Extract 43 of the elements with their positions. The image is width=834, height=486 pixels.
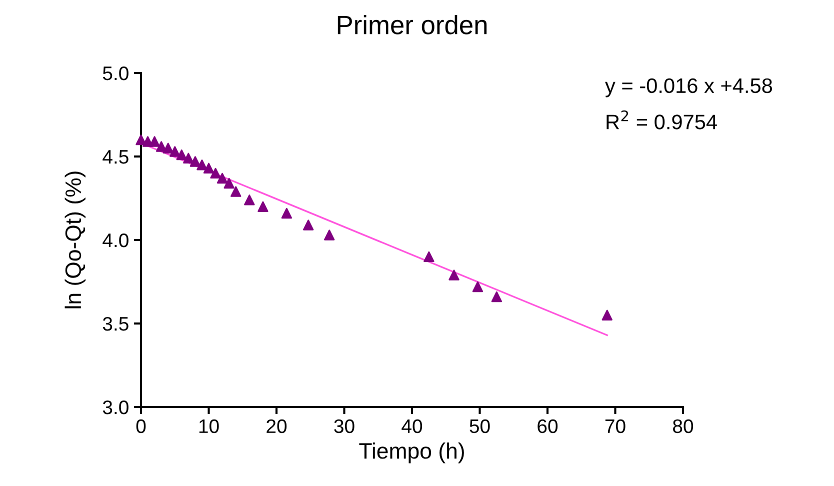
y-tick-label: 5.0	[102, 66, 128, 80]
x-tick-label: 30	[334, 419, 354, 434]
x-tick-label: 40	[402, 419, 422, 434]
point	[170, 146, 180, 157]
point	[448, 270, 460, 280]
point	[302, 220, 314, 230]
point	[162, 142, 174, 154]
point	[216, 172, 228, 184]
x-tick-label: 60	[538, 419, 558, 434]
point	[149, 136, 160, 147]
y-tick-label: 3.5	[102, 316, 128, 331]
point	[190, 156, 201, 167]
chart-title: Primer orden	[338, 14, 487, 34]
point	[176, 149, 188, 160]
point	[491, 291, 502, 302]
x-axis-title: Tiempo (h)	[359, 442, 464, 464]
point	[196, 159, 208, 170]
x-tick-label: 80	[673, 419, 694, 434]
y-tick-label: 3.0	[102, 400, 128, 414]
y-tick-label: 4.5	[102, 150, 128, 164]
y-axis-title: ln (Qo-Qt) (%)	[64, 172, 86, 308]
y-tick-label: 4.0	[102, 233, 128, 248]
point	[210, 168, 221, 179]
point	[156, 141, 167, 152]
x-tick-label: 20	[266, 419, 287, 434]
x-tick-label: 70	[605, 419, 626, 434]
x-tick-label: 10	[199, 419, 219, 434]
point	[424, 251, 434, 262]
point	[244, 194, 255, 206]
annotation: R$^{2}$ = 0.9754	[606, 110, 717, 130]
point	[230, 186, 242, 197]
annotation: y = -0.016 x +4.58	[605, 78, 772, 98]
x-tick-label: 0	[136, 419, 146, 434]
point	[472, 281, 484, 292]
point	[203, 162, 214, 174]
point	[258, 201, 268, 212]
point	[224, 178, 234, 189]
point	[324, 230, 335, 240]
x-tick-label: 50	[470, 419, 490, 434]
point	[136, 134, 146, 146]
point	[602, 310, 612, 321]
point	[281, 208, 292, 219]
point	[183, 152, 194, 164]
